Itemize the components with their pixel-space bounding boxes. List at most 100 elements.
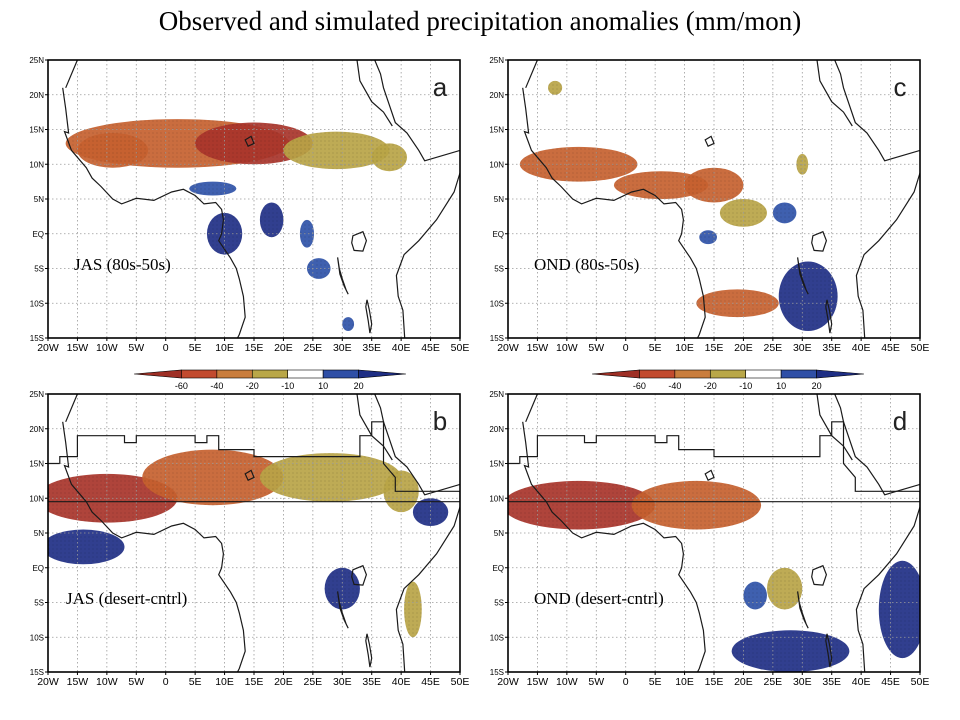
- sahel-region-outline: [48, 421, 460, 503]
- panel-season-label: OND (desert-cntrl): [534, 589, 664, 608]
- x-tick-label: 40E: [392, 676, 411, 688]
- panel-season-label: JAS (desert-cntrl): [66, 589, 187, 608]
- panel-letter: d: [893, 406, 907, 436]
- x-tick-label: 20W: [497, 676, 519, 688]
- x-tick-label: 5W: [588, 676, 604, 688]
- x-tick-label: 30E: [333, 676, 352, 688]
- y-tick-label: 15S: [490, 334, 504, 343]
- x-tick-label: 15W: [67, 676, 89, 688]
- x-tick-label: 45E: [421, 676, 440, 688]
- colorbar-segment: [591, 369, 640, 379]
- coastline-red-sea-west: [356, 60, 393, 127]
- x-tick-label: 50E: [911, 342, 930, 354]
- y-tick-label: 5S: [34, 265, 44, 274]
- x-tick-label: 15W: [527, 342, 549, 354]
- lake-tanganyika: [797, 257, 809, 295]
- map-content: [508, 60, 920, 338]
- map-panel-c: 20W 15W 10W 5W 0 5E 10E 15E 20E 25E 30E 35E 40E 45E 50…: [489, 56, 929, 354]
- coastline-west: [62, 421, 246, 672]
- panel-letter: b: [433, 406, 447, 436]
- anomaly-stipple: [342, 317, 355, 332]
- colorbar-segment: [358, 369, 407, 379]
- colorbar-segment: [322, 369, 359, 379]
- y-tick-label: 20N: [489, 425, 504, 434]
- anomaly-stipple: [259, 202, 284, 238]
- x-tick-label: 10W: [96, 342, 118, 354]
- x-tick-label: 20E: [734, 676, 753, 688]
- lake-victoria: [811, 230, 828, 252]
- x-tick-label: 15W: [67, 342, 89, 354]
- colorbar-left: -60 -40 -20 -10 10 20: [133, 369, 407, 391]
- lake-malawi: [825, 299, 833, 334]
- x-tick-label: 35E: [362, 342, 381, 354]
- coastline-northwest: [525, 60, 538, 89]
- x-tick-label: 30E: [793, 342, 812, 354]
- y-tick-label: 5S: [34, 599, 44, 608]
- colorbar-tick-label: -60: [633, 381, 646, 391]
- y-tick-label: 15N: [29, 460, 44, 469]
- lake-tanganyika: [797, 591, 809, 629]
- lake-chad: [244, 135, 255, 148]
- x-tick-label: 25E: [764, 676, 783, 688]
- x-tick-label: 30E: [333, 342, 352, 354]
- x-tick-label: 20W: [497, 342, 519, 354]
- x-tick-label: 5E: [189, 676, 202, 688]
- x-tick-label: 20E: [734, 342, 753, 354]
- x-tick-label: 10E: [215, 342, 234, 354]
- y-tick-label: 25N: [489, 56, 504, 65]
- anomaly-stipple: [878, 560, 920, 659]
- x-tick-label: 0: [623, 342, 629, 354]
- x-tick-label: 5E: [649, 676, 662, 688]
- x-tick-label: 20W: [37, 676, 59, 688]
- coastline-east: [395, 170, 460, 338]
- lake-tanganyika: [337, 257, 349, 295]
- y-tick-label: 10N: [29, 494, 44, 503]
- x-tick-label: 50E: [451, 676, 470, 688]
- map-panel-d: 20W 15W 10W 5W 0 5E 10E 15E 20E 25E 30E 35E 40E 45E 50…: [489, 390, 929, 688]
- map-content: [48, 60, 460, 338]
- sahel-region-outline: [508, 421, 920, 503]
- x-tick-label: 45E: [881, 342, 900, 354]
- anomaly-stipple: [299, 219, 315, 248]
- lake-chad: [704, 469, 715, 482]
- figure-title: Observed and simulated precipitation ano…: [158, 6, 802, 36]
- colorbar-segment: [780, 369, 817, 379]
- x-tick-label: 20W: [37, 342, 59, 354]
- lake-victoria: [811, 564, 828, 586]
- x-tick-label: 50E: [451, 342, 470, 354]
- anomaly-stipple: [696, 289, 779, 318]
- x-tick-label: 45E: [421, 342, 440, 354]
- lake-malawi: [365, 633, 373, 668]
- x-tick-label: 25E: [304, 342, 323, 354]
- colorbar-tick-label: -40: [210, 381, 223, 391]
- anomaly-stipple: [77, 132, 149, 168]
- colorbar-tick-label: -60: [175, 381, 188, 391]
- x-tick-label: 45E: [881, 676, 900, 688]
- y-tick-label: 15N: [489, 460, 504, 469]
- lake-tanganyika: [337, 591, 349, 629]
- x-tick-label: 0: [163, 676, 169, 688]
- anomaly-stipple: [189, 181, 237, 196]
- y-tick-label: 10S: [30, 299, 44, 308]
- y-tick-label: 5N: [34, 195, 44, 204]
- y-tick-label: 5N: [494, 195, 504, 204]
- y-tick-label: 15N: [489, 126, 504, 135]
- colorbar-tick-label: 20: [354, 381, 364, 391]
- colorbar-segment: [639, 369, 676, 379]
- x-tick-label: 10W: [96, 676, 118, 688]
- x-tick-label: 25E: [764, 342, 783, 354]
- x-tick-label: 25E: [304, 676, 323, 688]
- y-tick-label: 20N: [489, 91, 504, 100]
- x-tick-label: 0: [163, 342, 169, 354]
- x-tick-label: 15E: [245, 342, 264, 354]
- colorbar-tick-label: -10: [281, 381, 294, 391]
- x-tick-label: 40E: [392, 342, 411, 354]
- x-tick-label: 35E: [822, 676, 841, 688]
- coastline-red-sea: [834, 60, 920, 162]
- coastline-northwest: [525, 394, 538, 423]
- x-tick-label: 40E: [852, 342, 871, 354]
- x-tick-label: 10W: [556, 676, 578, 688]
- coastline-northwest: [65, 394, 78, 423]
- lake-victoria: [351, 230, 368, 252]
